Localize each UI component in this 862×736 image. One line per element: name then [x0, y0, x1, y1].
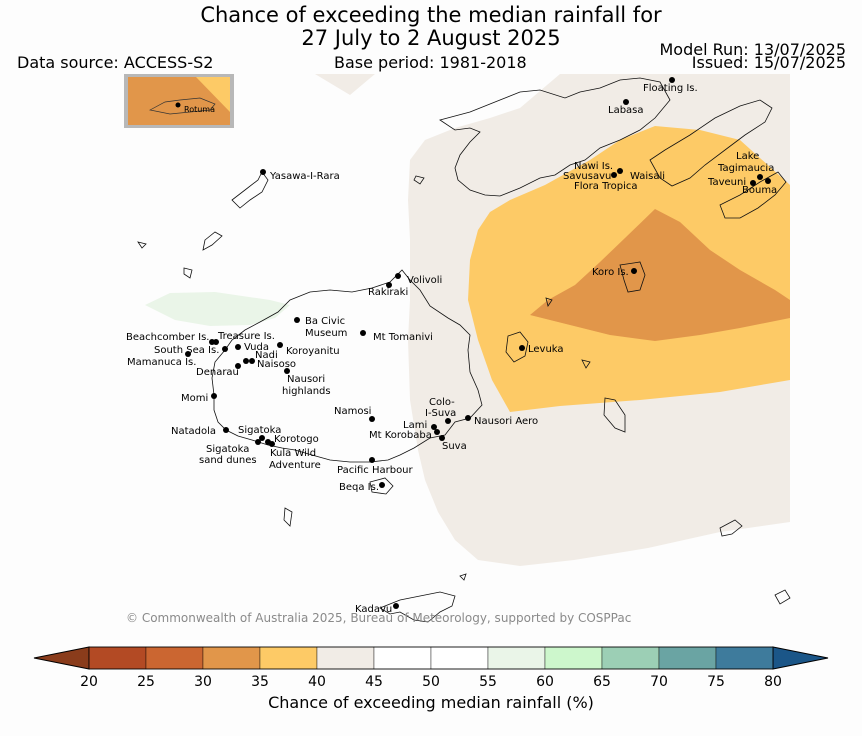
colorbar-label: Chance of exceeding median rainfall (%)	[268, 693, 594, 712]
colorbar-tick-label: 40	[308, 674, 326, 690]
place-label: Natadola	[171, 426, 216, 437]
place-label: Adventure	[269, 460, 321, 471]
colorbar-segment	[658, 646, 717, 670]
place-label: Koroyanitu	[286, 346, 340, 357]
place-label: Kula Wild	[270, 448, 316, 459]
place-label: South Sea Is.	[154, 345, 219, 356]
place-label: Rakiraki	[368, 287, 408, 298]
place-label: Korotogo	[274, 434, 319, 445]
colorbar-tick-label: 50	[422, 674, 440, 690]
colorbar-tick-label: 35	[251, 674, 269, 690]
issued-date: Issued: 15/07/2025	[691, 53, 846, 72]
place-label: Mt Korobaba	[369, 430, 432, 441]
colorbar-segment	[373, 646, 432, 670]
colorbar-tick-label: 20	[80, 674, 98, 690]
place-label: Koro Is.	[592, 267, 629, 278]
place-label: Waisali	[630, 171, 665, 182]
place-label: Sigatoka	[206, 444, 249, 455]
place-label: Labasa	[608, 105, 644, 116]
rotuma-inset: Rotuma	[124, 74, 234, 128]
place-label: Lake	[736, 151, 759, 162]
place-label: Pacific Harbour	[337, 465, 414, 476]
place-label: Beachcomber Is.	[126, 332, 209, 343]
colorbar-segment	[316, 646, 375, 670]
colorbar-segment	[544, 646, 603, 670]
colorbar-tick-label: 30	[194, 674, 212, 690]
place-label: Ba Civic	[305, 316, 345, 327]
place-label: Taveuni	[707, 177, 746, 188]
place-label: Vuda	[244, 342, 269, 353]
place-label: highlands	[282, 386, 331, 397]
place-label: Mamanuca Is.	[127, 357, 196, 368]
colorbar-segment	[715, 646, 774, 670]
inset-label: Rotuma	[184, 105, 215, 114]
region-25-30	[530, 209, 790, 341]
data-source: Data source: ACCESS-S2	[17, 53, 214, 72]
colorbar-segment	[430, 646, 489, 670]
colorbar-tick-label: 45	[365, 674, 383, 690]
place-label: Nawi Is.	[574, 161, 613, 172]
place-label: Namosi	[334, 406, 371, 417]
place-label: Mt Tomanivi	[373, 332, 433, 343]
model-run: Model Run: 13/07/2025	[659, 40, 847, 59]
place-label: Beqa Is.	[339, 482, 379, 493]
place-label: Museum	[305, 328, 347, 339]
probability-shading	[145, 74, 790, 566]
colorbar-segment	[259, 646, 318, 670]
place-label: I-Suva	[425, 408, 456, 419]
place-label: Volivoli	[407, 275, 442, 286]
place-label: Flora Tropica	[574, 181, 637, 192]
place-label: Yasawa-I-Rara	[269, 171, 340, 182]
place-label: Sigatoka	[238, 425, 281, 436]
place-label: Suva	[442, 441, 467, 452]
colorbar-tick-label: 25	[137, 674, 155, 690]
place-label: Nausori Aero	[474, 416, 538, 427]
colorbar-tick-label: 70	[650, 674, 668, 690]
colorbar-segment	[202, 646, 261, 670]
place-label: Treasure Is.	[217, 331, 275, 342]
place-label: Momi	[181, 393, 208, 404]
map-title-line2: 27 July to 2 August 2025	[301, 26, 561, 50]
place-label: Bouma	[742, 185, 777, 196]
coastlines	[137, 77, 791, 623]
colorbar-under-arrow	[33, 646, 90, 670]
colorbar-tick-label: 75	[707, 674, 725, 690]
colorbar-segment	[487, 646, 546, 670]
place-label: Nadi	[255, 350, 278, 361]
base-period: Base period: 1981-2018	[334, 53, 527, 72]
region-55-60	[145, 292, 290, 326]
colorbar: 20 25 30 35 40 45 50 55 60 65 70 75 80 Chance of exc…	[33, 646, 829, 712]
place-label: sand dunes	[199, 455, 257, 466]
map-title-line1: Chance of exceeding the median rainfall …	[200, 3, 662, 27]
place-label: Tagimaucia	[717, 163, 774, 174]
colorbar-tick-label: 60	[536, 674, 554, 690]
place-label: Colo-	[429, 397, 455, 408]
place-label: Naisoso	[257, 359, 296, 370]
colorbar-segment	[88, 646, 147, 670]
place-label: Levuka	[528, 344, 564, 355]
colorbar-segment	[601, 646, 660, 670]
colorbar-tick-label: 80	[764, 674, 782, 690]
colorbar-tick-label: 55	[479, 674, 497, 690]
colorbar-segment	[145, 646, 204, 670]
copyright-notice: © Commonwealth of Australia 2025, Bureau…	[126, 611, 631, 625]
place-label: Denarau	[196, 367, 239, 378]
colorbar-over-arrow	[772, 646, 829, 670]
colorbar-tick-label: 65	[593, 674, 611, 690]
place-markers: Floating Is. Labasa Nawi Is. Savusavu Wa…	[126, 77, 777, 615]
place-label: Savusavu	[563, 171, 611, 182]
place-label: Floating Is.	[643, 83, 698, 94]
place-label: Nausori	[287, 374, 325, 385]
place-label: Kadavu	[355, 604, 392, 615]
place-label: Lami	[403, 420, 427, 431]
